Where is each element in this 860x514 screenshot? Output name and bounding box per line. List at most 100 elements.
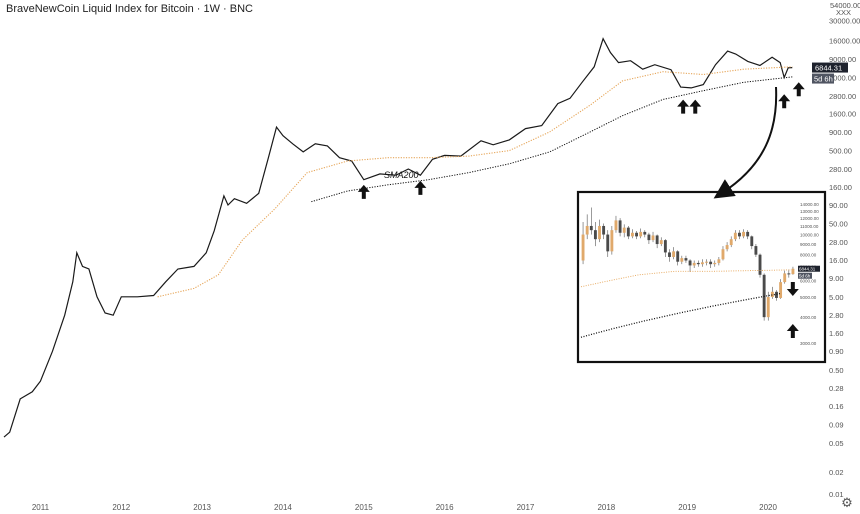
inset-candle bbox=[700, 259, 704, 267]
time-axis-label: 2017 bbox=[517, 503, 535, 512]
chart-title: BraveNewCoin Liquid Index for Bitcoin · … bbox=[6, 3, 253, 15]
price-axis-label: 28.00 bbox=[829, 238, 848, 247]
price-axis-label: 16.00 bbox=[829, 256, 848, 265]
inset-candle bbox=[725, 242, 729, 252]
price-axis-label: 16000.00 bbox=[829, 37, 860, 46]
inset-frame bbox=[576, 190, 827, 364]
inset-candle bbox=[639, 228, 643, 239]
main-plot bbox=[3, 37, 793, 438]
price-axis-label: 0.50 bbox=[829, 366, 844, 375]
inset-candle bbox=[626, 225, 630, 240]
inset-price-label: 5000.00 bbox=[800, 295, 817, 300]
inset-price-label: 12000.00 bbox=[800, 216, 819, 221]
inset-candle bbox=[750, 235, 754, 250]
inset-sma200-line bbox=[580, 292, 781, 338]
time-axis-label: 2020 bbox=[759, 503, 777, 512]
inset-candle bbox=[631, 229, 634, 239]
price-axis-label: 9000.00 bbox=[829, 55, 856, 64]
countdown-tag bbox=[812, 73, 834, 84]
inset-price-label: 4000.00 bbox=[800, 315, 817, 320]
price-axis-label: 0.28 bbox=[829, 384, 844, 393]
inset-candle bbox=[668, 249, 671, 262]
price-axis-label: 900.00 bbox=[829, 128, 852, 137]
price-axis-currency: XXX bbox=[836, 8, 851, 17]
inset-candle bbox=[614, 215, 618, 233]
gear-icon[interactable]: ⚙ bbox=[841, 496, 853, 511]
price-axis-label: 0.01 bbox=[829, 490, 844, 499]
inset-price-label: 10000.00 bbox=[800, 233, 819, 238]
inset-candle bbox=[783, 270, 787, 284]
inset-candle bbox=[717, 256, 721, 266]
inset-candle bbox=[585, 214, 589, 240]
inset-candle bbox=[770, 286, 774, 299]
price-axis-label: 0.16 bbox=[829, 402, 844, 411]
inset-candle bbox=[589, 207, 593, 235]
inset-candle bbox=[659, 237, 663, 247]
inset-candle bbox=[680, 255, 684, 265]
inset-price-label: 14000.00 bbox=[800, 202, 819, 207]
time-axis-label: 2016 bbox=[436, 503, 454, 512]
inset-candle bbox=[754, 244, 758, 257]
inset-countdown-value: 5d 6h bbox=[799, 273, 811, 278]
current-price-tag bbox=[812, 62, 848, 73]
inset-candle bbox=[758, 253, 762, 278]
inset-candle bbox=[622, 224, 626, 238]
inset-candle bbox=[663, 239, 667, 257]
price-axis-top-label: 54000.00 bbox=[830, 1, 860, 10]
inset-candle bbox=[610, 225, 614, 255]
price-axis-label: 50.00 bbox=[829, 220, 848, 229]
inset-price-label: 3000.00 bbox=[800, 341, 817, 346]
up-arrow-icon bbox=[689, 99, 702, 114]
inset-candle bbox=[709, 259, 713, 269]
inset-candle bbox=[692, 260, 696, 269]
zoom-pointer-arrow bbox=[713, 86, 778, 199]
inset-price-label: 11000.00 bbox=[800, 224, 819, 229]
inset-candle bbox=[746, 230, 750, 240]
inset-candle bbox=[672, 247, 676, 260]
inset-candle bbox=[779, 279, 783, 299]
inset-candle bbox=[688, 259, 692, 273]
price-line bbox=[3, 37, 793, 438]
price-axis-label: 1.60 bbox=[829, 329, 844, 338]
sma200-line bbox=[311, 76, 793, 203]
inset-price-label: 9000.00 bbox=[800, 242, 817, 247]
inset-candle bbox=[713, 260, 717, 267]
price-axis-label: 2800.00 bbox=[829, 92, 856, 101]
time-axis-label: 2014 bbox=[274, 503, 292, 512]
inset-candle bbox=[775, 290, 778, 301]
price-axis-label: 0.90 bbox=[829, 347, 844, 356]
inset-candle bbox=[635, 231, 638, 240]
price-axis-label: 2.80 bbox=[829, 311, 844, 320]
sma-orange-line bbox=[157, 66, 793, 298]
inset-price-label: 8000.00 bbox=[800, 253, 817, 258]
sma200-label: SMA200 bbox=[384, 170, 419, 180]
current-price-value: 6844.31 bbox=[815, 64, 842, 73]
price-axis-label: 160.00 bbox=[829, 183, 852, 192]
inset-candle bbox=[766, 291, 770, 321]
price-axis-label: 5.00 bbox=[829, 293, 844, 302]
time-axis-label: 2018 bbox=[597, 503, 615, 512]
price-axis-label: 500.00 bbox=[829, 147, 852, 156]
inset-candle bbox=[738, 230, 741, 240]
time-axis[interactable]: 2011 2012 2013 2014 2015 2016 2017 2018 2019 2020 bbox=[32, 503, 778, 512]
inset-price-label: 6000.00 bbox=[800, 279, 817, 284]
annotations: SMA200 bbox=[357, 82, 805, 199]
inset-candle bbox=[651, 231, 655, 243]
time-axis-label: 2012 bbox=[112, 503, 130, 512]
inset-candle bbox=[676, 250, 680, 266]
inset-candle bbox=[598, 219, 601, 243]
price-axis-label: 5000.00 bbox=[829, 74, 856, 83]
inset-candle bbox=[684, 255, 688, 263]
inset-candle bbox=[787, 269, 791, 278]
price-axis-label: 280.00 bbox=[829, 165, 852, 174]
price-axis-label: 30000.00 bbox=[829, 17, 860, 26]
up-arrow-icon bbox=[792, 82, 805, 97]
inset-current-price-tag bbox=[798, 265, 820, 272]
inset-candle bbox=[696, 260, 700, 267]
inset-current-price-value: 6844.31 bbox=[799, 266, 816, 271]
price-axis-label: 0.09 bbox=[829, 420, 844, 429]
price-axis-label: 90.00 bbox=[829, 201, 848, 210]
